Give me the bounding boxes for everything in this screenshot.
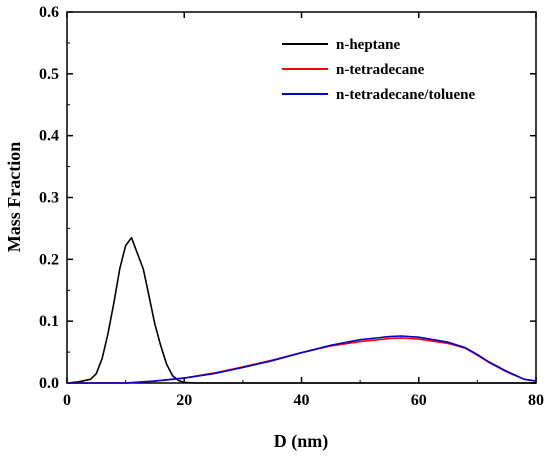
series-line-n-tetradecane-toluene xyxy=(67,335,537,384)
x-tick-label: 20 xyxy=(176,392,192,409)
y-tick-label: 0.1 xyxy=(39,313,59,330)
x-tick-label: 80 xyxy=(528,392,544,409)
y-tick-label: 0.4 xyxy=(39,128,59,145)
y-tick-label: 0.5 xyxy=(39,66,59,83)
legend-label: n-tetradecane xyxy=(336,62,425,78)
y-axis-ticks: 0.0 0.1 0.2 0.3 0.4 0.5 0.6 xyxy=(39,4,536,392)
legend-label: n-tetradecane/toluene xyxy=(336,87,475,103)
x-tick-label: 0 xyxy=(63,392,71,409)
y-tick-label: 0.3 xyxy=(39,190,59,207)
legend: n-heptane n-tetradecane n-tetradecane/tolu… xyxy=(282,37,475,103)
legend-label: n-heptane xyxy=(336,37,401,53)
series-layer xyxy=(66,236,537,384)
x-tick-label: 40 xyxy=(294,392,310,409)
y-tick-label: 0.0 xyxy=(39,375,59,392)
series-line-n-heptane xyxy=(66,236,536,384)
x-axis-title: D (nm) xyxy=(274,431,329,452)
plot-frame xyxy=(66,11,537,384)
y-tick-label: 0.2 xyxy=(39,251,59,268)
y-axis-title: Mass Fraction xyxy=(4,142,24,252)
x-axis-ticks: 0 20 40 60 80 xyxy=(63,12,544,409)
y-tick-label: 0.6 xyxy=(39,4,59,21)
x-tick-label: 60 xyxy=(411,392,427,409)
